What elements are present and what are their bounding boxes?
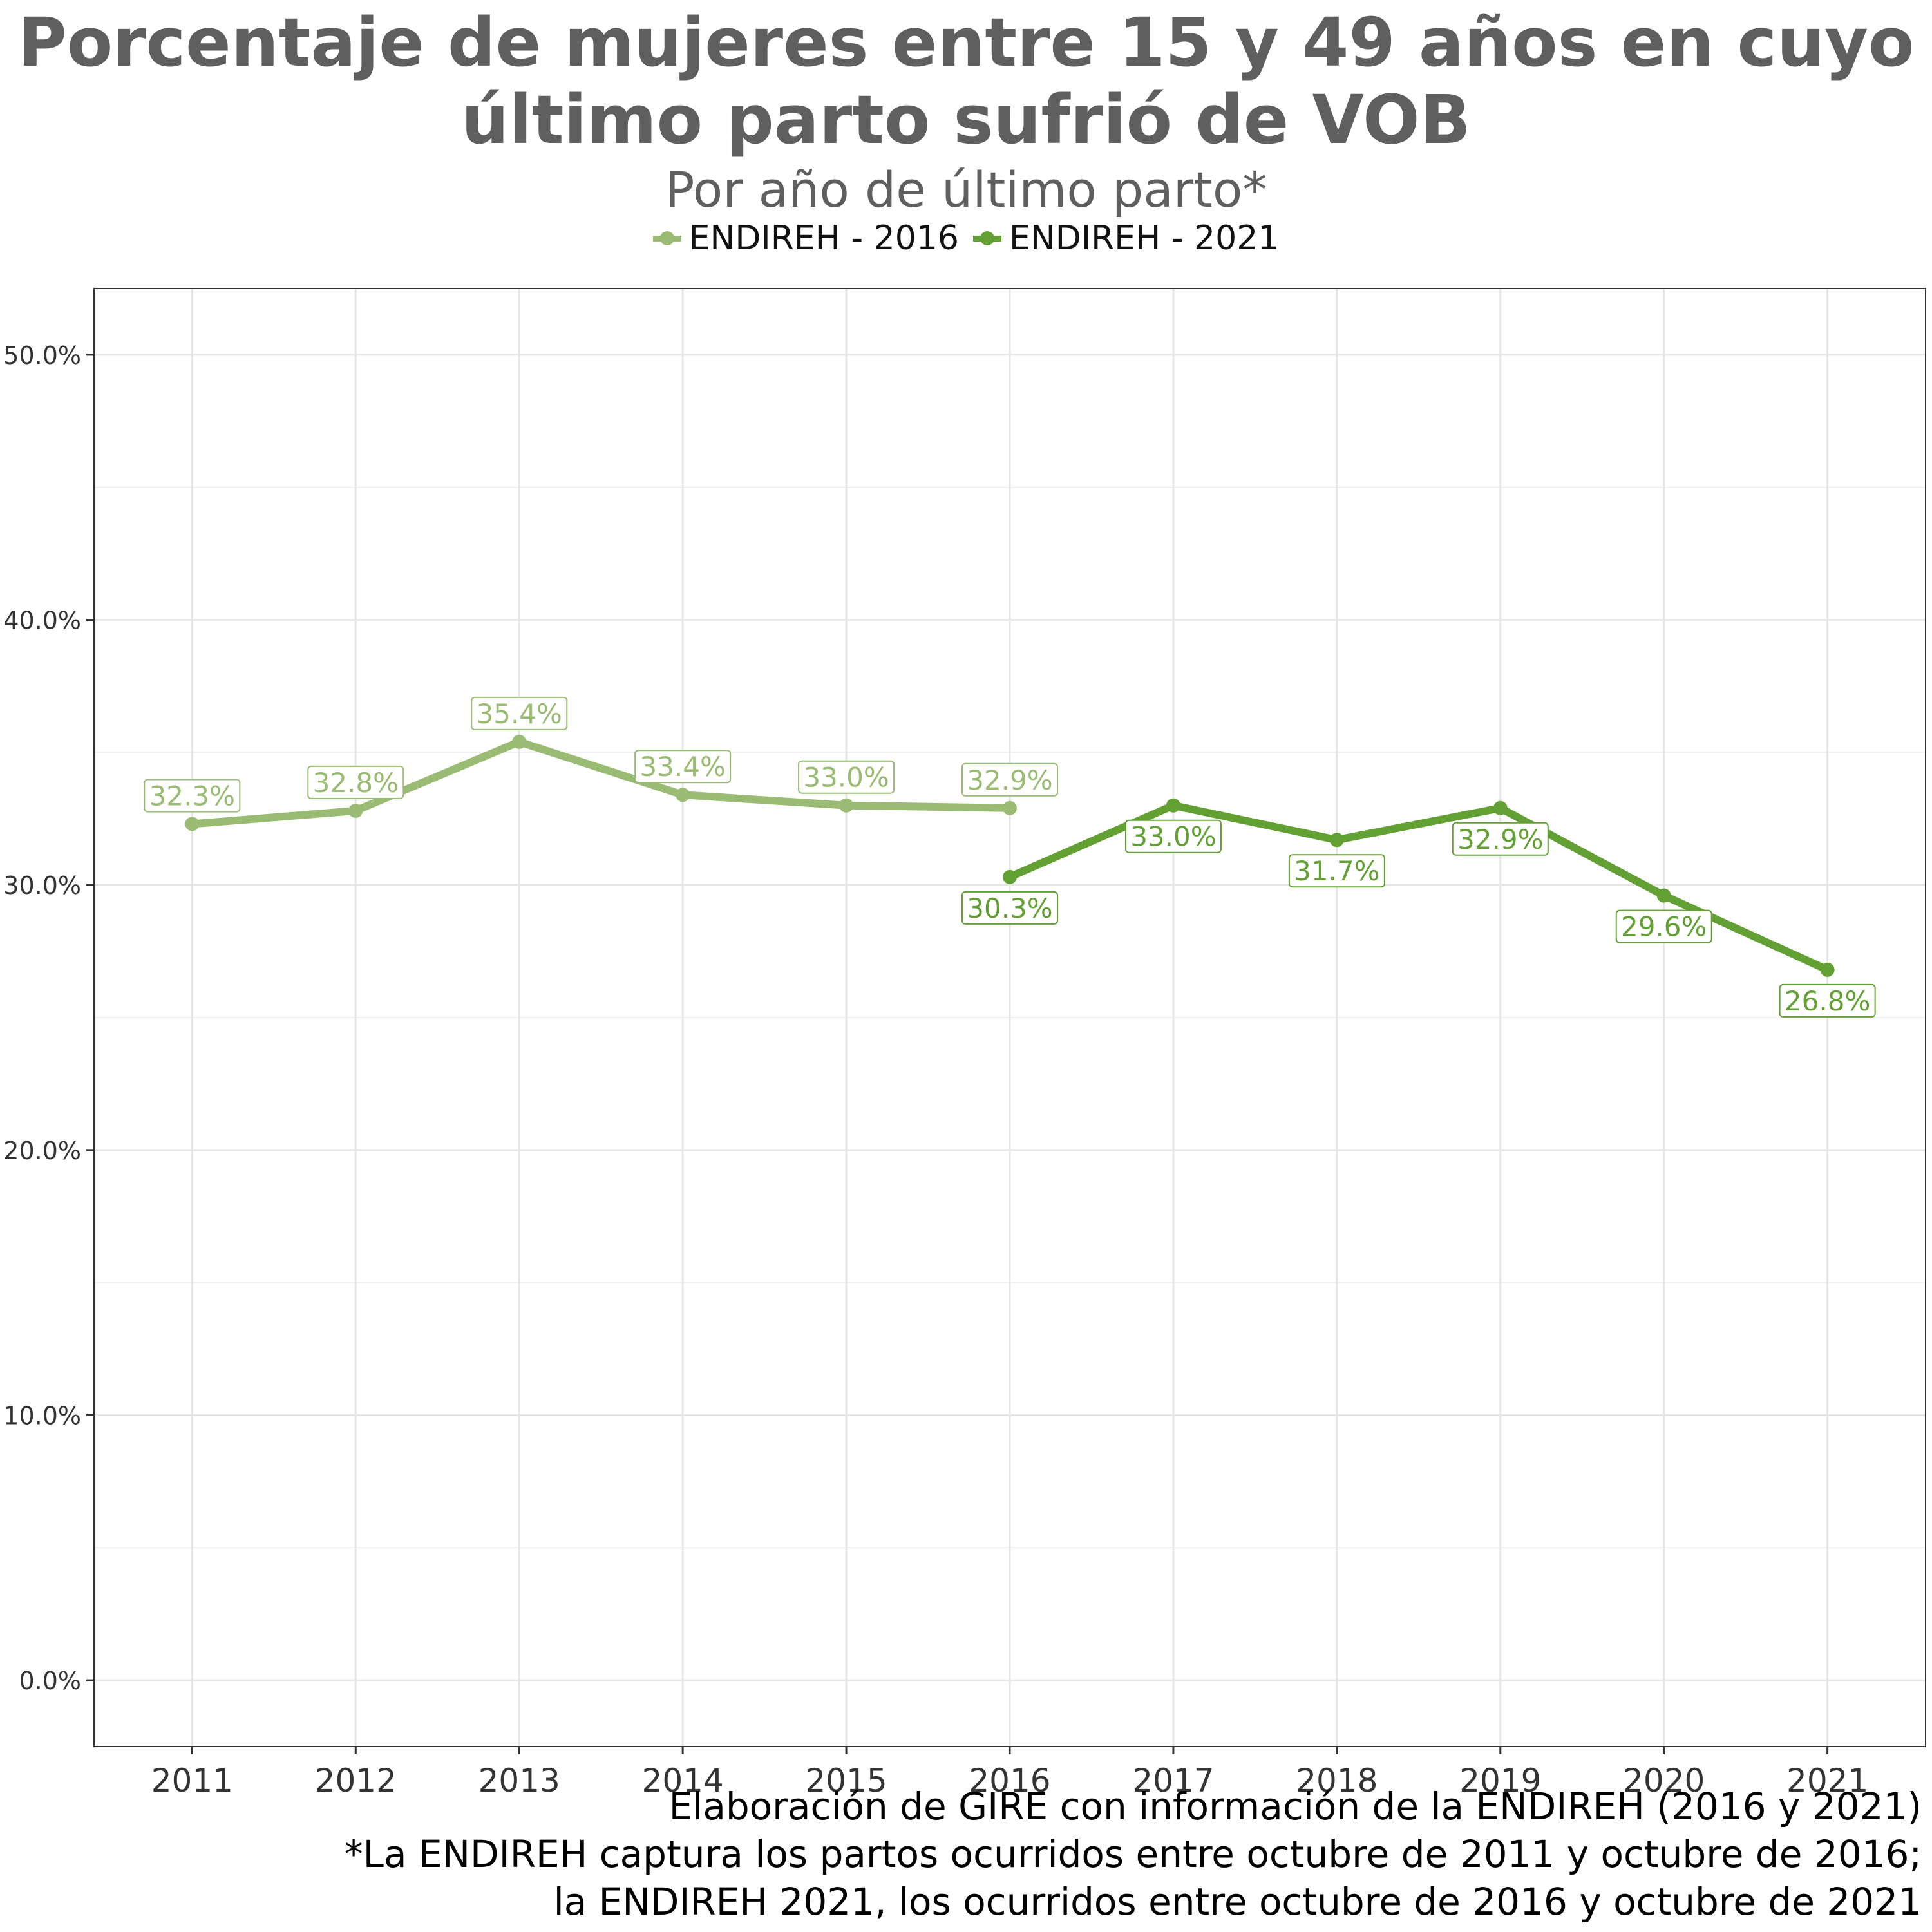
chart-title-block: Porcentaje de mujeres entre 15 y 49 años… (0, 0, 1932, 219)
x-tick-label: 2014 (642, 1762, 724, 1799)
x-tick-label: 2017 (1132, 1762, 1214, 1799)
caption-line-1: Elaboración de GIRE con información de l… (668, 1785, 1922, 1828)
data-label-box (961, 762, 1058, 797)
series-line (188, 737, 1014, 828)
data-label: 26.8% (1785, 985, 1870, 1017)
series-line (1006, 801, 1832, 974)
data-label: 32.9% (1457, 824, 1543, 855)
series-2021 (1003, 798, 1835, 977)
x-tick-label: 2020 (1623, 1762, 1705, 1799)
data-point (1820, 962, 1835, 977)
data-label-box (798, 760, 895, 794)
legend-label-2021: ENDIREH - 2021 (1009, 219, 1280, 258)
x-tick-label: 2019 (1459, 1762, 1541, 1799)
data-point (676, 788, 690, 802)
legend-item-endireh-2021: ENDIREH - 2021 (973, 219, 1279, 258)
caption-line-3: la ENDIREH 2021, los ocurridos entre oct… (553, 1880, 1922, 1924)
data-label-box (1452, 822, 1549, 856)
x-tick-label: 2015 (805, 1762, 887, 1799)
data-label-box (1779, 983, 1876, 1018)
data-label: 29.6% (1621, 911, 1707, 943)
x-tick-label: 2013 (478, 1762, 560, 1799)
data-label: 33.4% (639, 751, 725, 782)
x-tick-label: 2016 (969, 1762, 1050, 1799)
data-label: 32.3% (149, 781, 235, 812)
data-point (1493, 800, 1508, 815)
data-label: 32.8% (313, 767, 399, 799)
chart-title-line-1: Porcentaje de mujeres entre 15 y 49 años… (17, 3, 1915, 82)
x-tick-label: 2021 (1786, 1762, 1868, 1799)
data-point (185, 817, 200, 831)
y-tick-label: 50.0% (3, 341, 81, 370)
data-point (1166, 798, 1180, 813)
y-tick-label: 10.0% (3, 1401, 81, 1430)
y-tick-label: 20.0% (3, 1137, 81, 1165)
y-tick-label: 0.0% (19, 1667, 81, 1695)
data-label-box (1615, 909, 1712, 943)
y-tick-label: 30.0% (3, 871, 81, 900)
data-point (512, 734, 527, 749)
data-label: 35.4% (476, 698, 562, 730)
data-labels-2016: 32.3% 32.8% 35.4% 33.4% 33.0% 32.9% (144, 696, 1058, 813)
legend-label-2016: ENDIREH - 2016 (688, 219, 959, 258)
data-label-box (144, 779, 241, 813)
data-point (1329, 833, 1344, 848)
data-point (839, 798, 854, 813)
data-label: 33.0% (1130, 821, 1216, 853)
data-point (1003, 800, 1017, 815)
data-label: 33.0% (803, 762, 889, 793)
data-label: 30.3% (967, 893, 1052, 924)
legend-key-2016 (652, 229, 681, 248)
series-2016 (185, 734, 1017, 831)
data-label-box (1288, 854, 1385, 888)
data-label-box (471, 696, 568, 730)
plot-panel-border (93, 288, 1926, 1747)
legend-key-2021 (973, 229, 1001, 248)
data-point (348, 803, 363, 818)
chart-title-line-2: último parto sufrió de VOB (461, 80, 1471, 159)
x-tick-label: 2012 (315, 1762, 397, 1799)
y-tick-label: 40.0% (3, 607, 81, 635)
data-label-box (961, 891, 1058, 925)
grid (86, 289, 1926, 1754)
data-label: 32.9% (967, 764, 1052, 796)
chart-subtitle: Por año de último parto* (665, 161, 1267, 218)
x-tick-label: 2018 (1296, 1762, 1378, 1799)
caption-line-2: *La ENDIREH captura los partos ocurridos… (344, 1832, 1922, 1876)
data-label-box (634, 750, 732, 784)
data-label: 31.7% (1294, 855, 1379, 887)
x-tick-label: 2011 (151, 1762, 233, 1799)
data-label-box (307, 765, 404, 799)
chart-legend: ENDIREH - 2016 ENDIREH - 2021 (0, 219, 1932, 258)
legend-item-endireh-2016: ENDIREH - 2016 (652, 219, 959, 258)
data-label-box (1124, 819, 1222, 853)
chart-caption: Elaboración de GIRE con información de l… (345, 1783, 1922, 1926)
data-point (1656, 888, 1671, 903)
data-labels-2021: 30.3% 33.0% 31.7% 32.9% 29.6% 26.8% (961, 819, 1876, 1018)
data-point (1003, 869, 1017, 884)
